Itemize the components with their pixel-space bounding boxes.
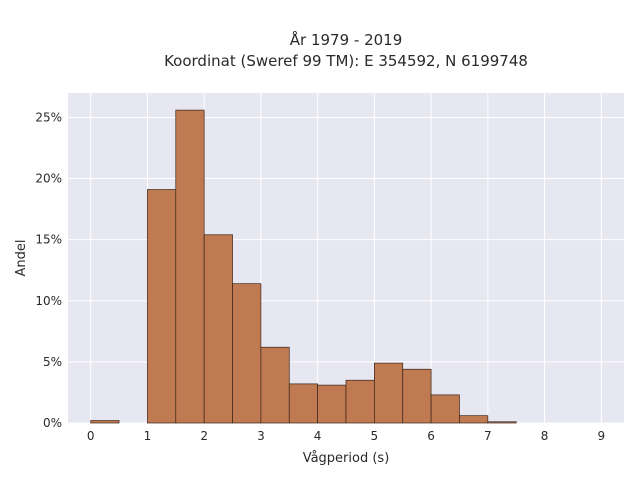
y-tick-label-1: 5% bbox=[43, 355, 62, 369]
x-tick-label-4: 4 bbox=[314, 429, 322, 443]
y-axis-label: Andel bbox=[14, 240, 29, 277]
y-tick-label-4: 20% bbox=[35, 172, 62, 186]
x-tick-label-1: 1 bbox=[144, 429, 152, 443]
x-tick-label-3: 3 bbox=[257, 429, 265, 443]
bar-13 bbox=[459, 415, 489, 424]
bar-5 bbox=[232, 283, 262, 424]
y-tick-labels: 0% 5% 10% 15% 20% 25% bbox=[35, 110, 62, 430]
x-tick-label-8: 8 bbox=[541, 429, 549, 443]
bar-8 bbox=[317, 384, 347, 424]
x-tick-label-9: 9 bbox=[597, 429, 605, 443]
bar-10 bbox=[374, 362, 404, 424]
bar-14 bbox=[487, 421, 517, 424]
y-tick-label-2: 10% bbox=[35, 294, 62, 308]
x-tick-labels: 0 1 2 3 4 5 6 7 8 9 bbox=[87, 429, 605, 443]
bar-0 bbox=[90, 420, 120, 424]
y-tick-label-3: 15% bbox=[35, 233, 62, 247]
bar-11 bbox=[402, 368, 432, 424]
x-axis-label: Vågperiod (s) bbox=[303, 451, 390, 466]
bar-7 bbox=[288, 383, 318, 424]
y-tick-label-0: 0% bbox=[43, 416, 62, 430]
bar-2 bbox=[147, 189, 177, 424]
bar-3 bbox=[175, 109, 205, 424]
bar-12 bbox=[430, 394, 460, 424]
x-tick-label-6: 6 bbox=[427, 429, 435, 443]
chart-title-line-1: År 1979 - 2019 bbox=[290, 30, 403, 49]
x-tick-label-0: 0 bbox=[87, 429, 95, 443]
x-tick-label-2: 2 bbox=[200, 429, 208, 443]
bars bbox=[90, 109, 517, 424]
bar-4 bbox=[203, 234, 233, 424]
y-tick-label-5: 25% bbox=[35, 110, 62, 124]
bar-9 bbox=[345, 379, 375, 424]
x-tick-label-7: 7 bbox=[484, 429, 492, 443]
x-tick-label-5: 5 bbox=[371, 429, 379, 443]
chart-title-line-2: Koordinat (Sweref 99 TM): E 354592, N 61… bbox=[164, 52, 528, 70]
bar-6 bbox=[260, 346, 290, 424]
